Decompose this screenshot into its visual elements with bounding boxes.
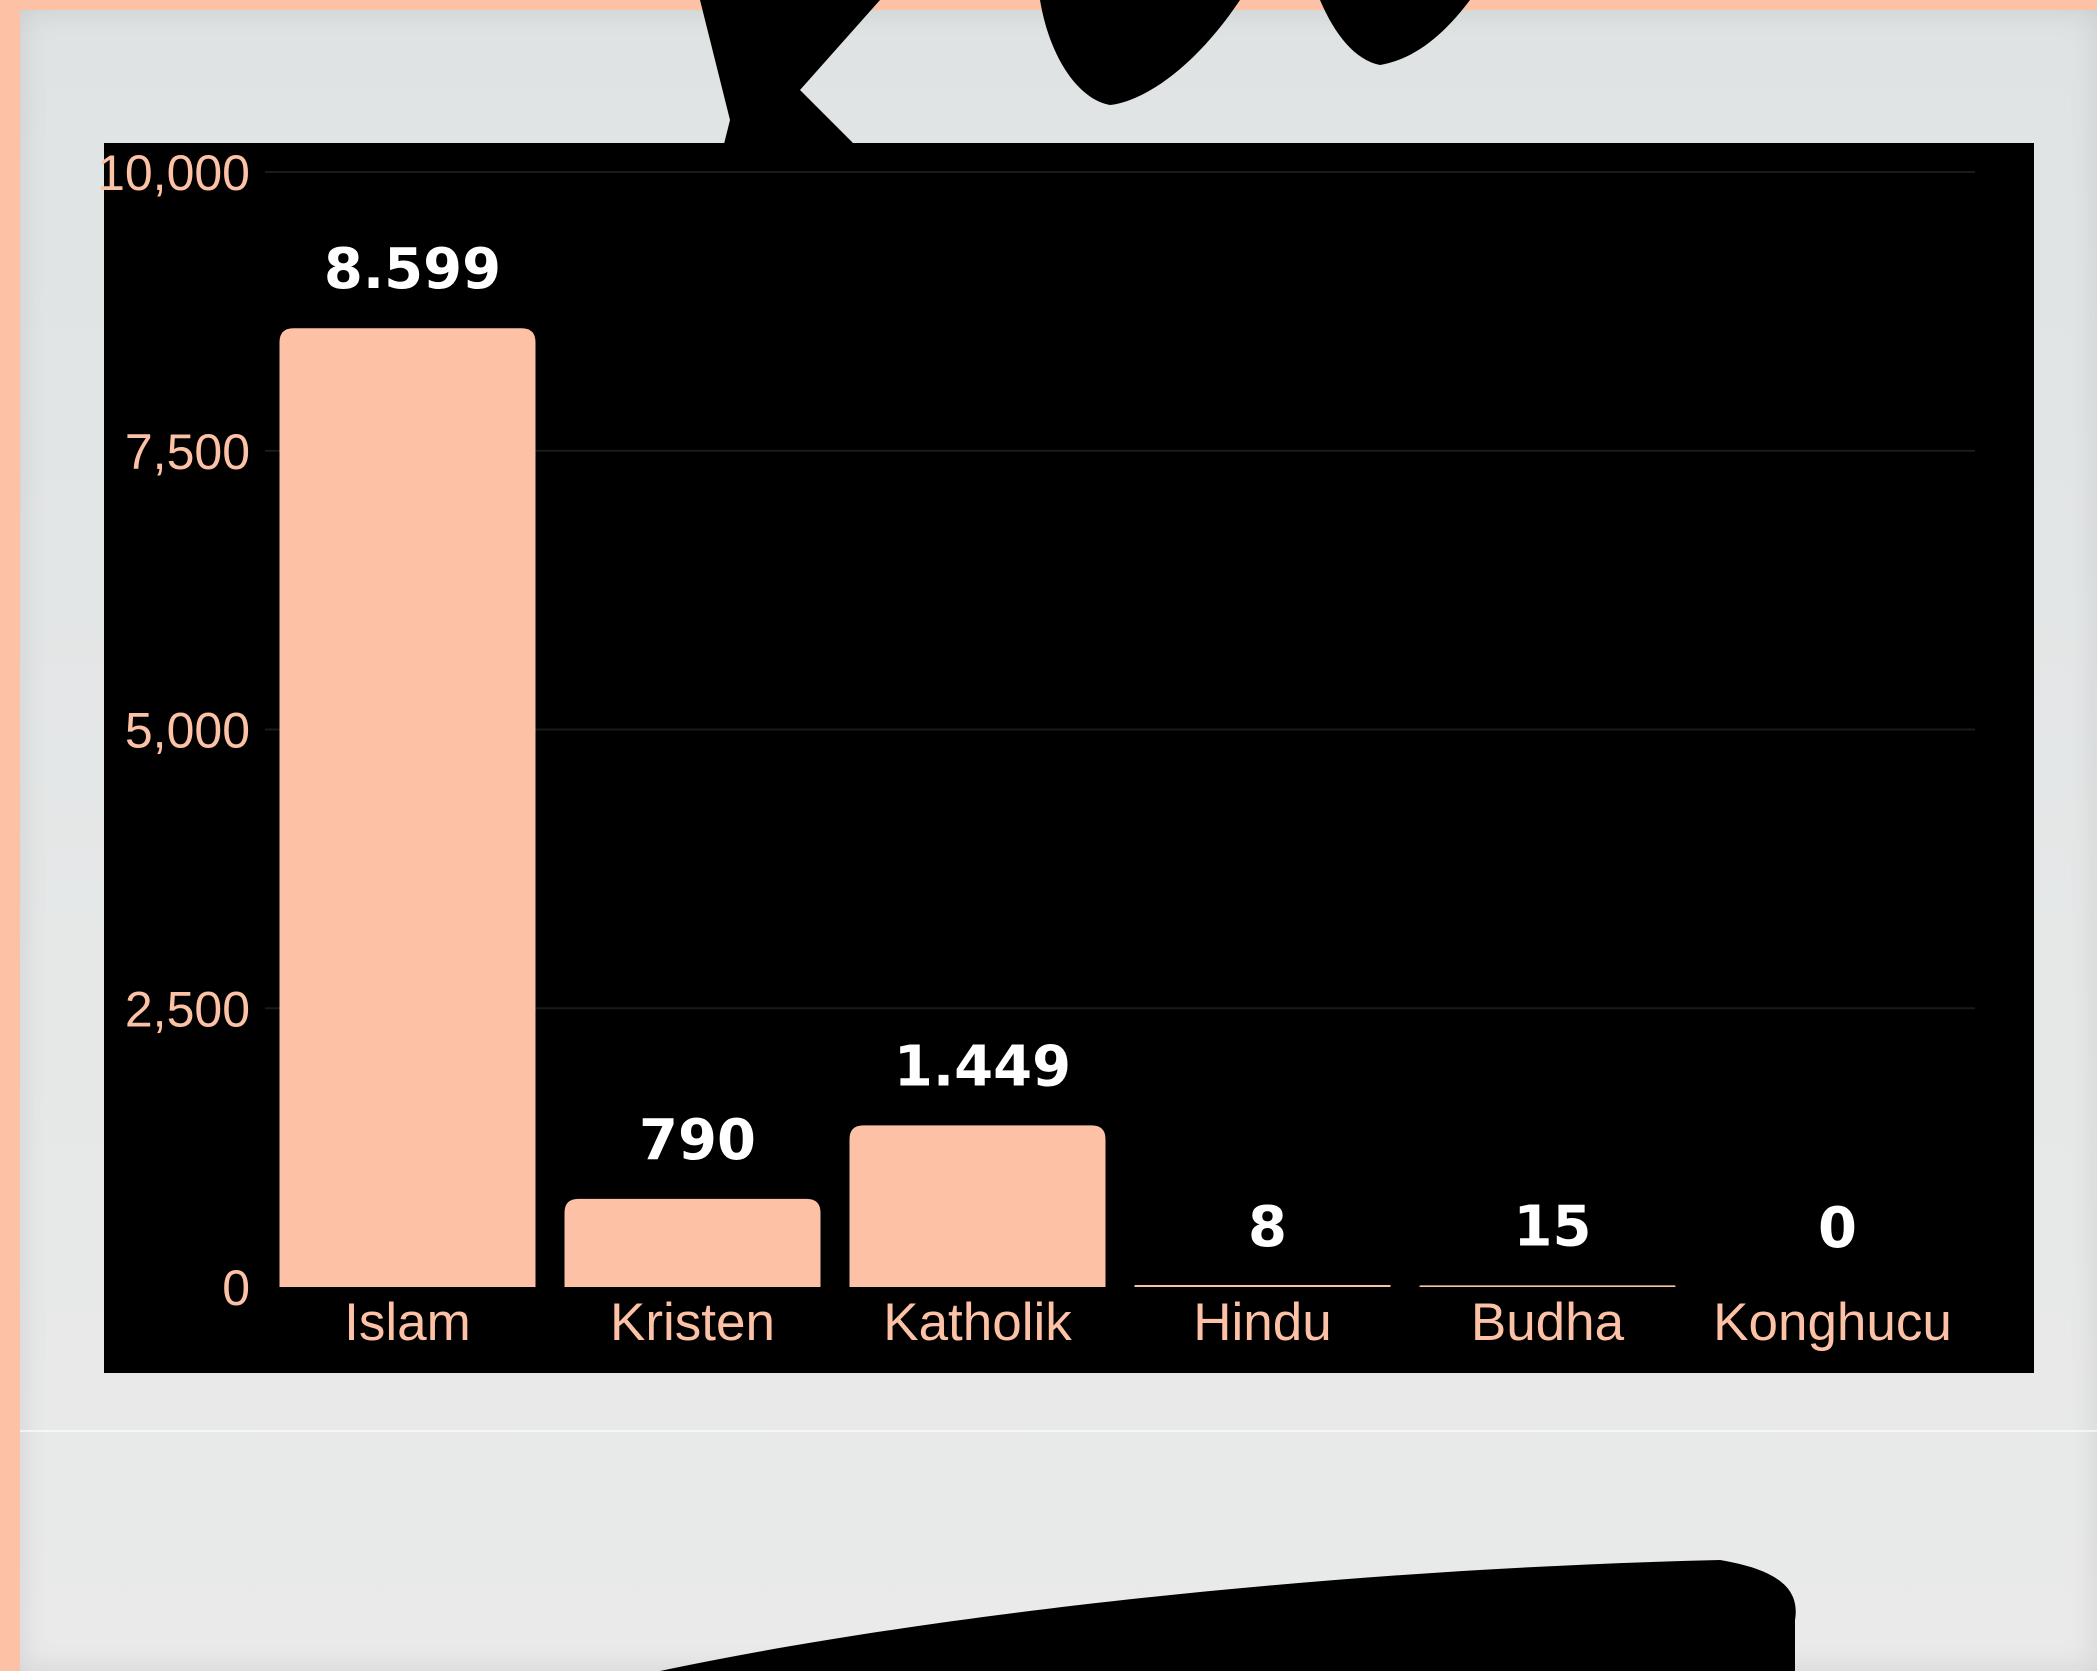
bars: [279, 328, 1676, 1287]
gridlines: [265, 171, 1975, 1010]
y-tick-label: 7,500: [125, 424, 250, 480]
data-label: 15: [1514, 1194, 1592, 1259]
bar: [1419, 1285, 1676, 1287]
bar: [1134, 1285, 1391, 1287]
y-tick-label: 2,500: [125, 981, 250, 1037]
x-axis: Islam Kristen Katholik Hindu Budha Konghucu: [344, 1293, 1952, 1352]
brush-strokes: [660, 0, 1796, 1671]
value-labels: 8.599 790 1.449 8 15 0: [324, 237, 1857, 1261]
frame-divider: [20, 1430, 2097, 1432]
y-tick-label: 10,000: [97, 145, 250, 201]
bar: [279, 328, 536, 1287]
x-tick-label: Katholik: [883, 1293, 1072, 1352]
brush-stroke-bottom: [660, 1560, 1796, 1671]
data-label: 790: [639, 1108, 756, 1173]
x-tick-label: Budha: [1471, 1293, 1625, 1352]
brush-stroke-top-right: [1320, 0, 1470, 65]
brush-stroke-top-middle: [1040, 0, 1240, 105]
x-tick-label: Hindu: [1193, 1293, 1331, 1352]
x-tick-label: Konghucu: [1713, 1293, 1952, 1352]
y-tick-label: 5,000: [125, 703, 250, 759]
y-tick-label: 0: [222, 1260, 250, 1316]
bar: [564, 1198, 821, 1287]
bar: [849, 1125, 1106, 1287]
data-label: 8.599: [324, 237, 501, 302]
x-tick-label: Kristen: [610, 1293, 775, 1352]
brush-stroke-top-left: [700, 0, 880, 160]
x-tick-label: Islam: [344, 1293, 471, 1352]
data-label: 8: [1248, 1195, 1287, 1260]
y-axis: 0 2,500 5,000 7,500 10,000: [97, 145, 250, 1316]
data-label: 1.449: [894, 1034, 1071, 1099]
data-label: 0: [1818, 1196, 1857, 1261]
